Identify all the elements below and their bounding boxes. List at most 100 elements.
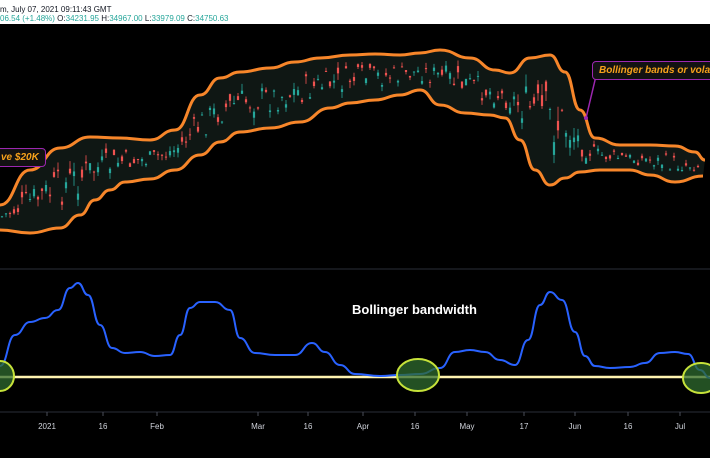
candle-body [209,108,211,110]
candle-body [517,102,519,105]
candle-body [193,117,195,119]
candle-body [433,68,435,71]
candle-body [413,71,415,72]
candle-body [137,159,139,160]
candle-body [257,107,259,108]
candle-body [205,134,207,135]
candle-body [65,182,67,188]
candle-body [373,66,375,68]
candle-body [501,91,503,94]
candle-body [465,79,467,85]
candle-body [309,97,311,99]
candle-body [649,160,651,161]
candle-body [621,153,623,155]
candle-body [325,71,327,72]
x-tick-label: Jun [569,422,582,431]
candle-body [157,154,159,155]
candle-body [289,95,291,97]
candle-body [53,172,55,177]
x-tick-label: 16 [624,422,633,431]
candle-body [13,209,15,213]
candle-body [641,156,643,158]
candle-body [673,156,675,158]
candle-body [585,158,587,164]
candle-body [545,82,547,92]
candle-body [661,165,663,168]
candle-body [421,81,423,84]
candle-body [341,89,343,92]
candle-body [645,159,647,162]
x-tick-label: 16 [99,422,108,431]
ohlc-close-value: 34750.63 [195,14,228,23]
candle-body [569,140,571,148]
candle-body [25,192,27,193]
candle-body [657,158,659,161]
ohlc-low-value: 33979.09 [152,14,185,23]
candle-body [429,82,431,83]
candle-body [617,158,619,159]
candle-body [269,110,271,112]
candle-body [333,81,335,83]
candle-body [153,150,155,152]
candle-body [73,171,75,176]
annotation-pointer-dot [584,116,588,120]
candle-body [249,107,251,108]
candle-body [537,84,539,93]
candle-body [165,157,167,158]
candle-body [213,108,215,114]
candle-body [493,103,495,107]
ohlc-high-value: 34967.00 [109,14,142,23]
x-tick-label: 16 [411,422,420,431]
candle-body [169,151,171,155]
candle-body [681,170,683,171]
candle-body [477,76,479,77]
candle-body [145,164,147,165]
candle-body [21,192,23,197]
candle-body [589,154,591,156]
candle-body [513,96,515,99]
candle-body [237,96,239,100]
candle-body [89,163,91,170]
candle-body [129,163,131,167]
candle-body [609,155,611,158]
annotation-right[interactable]: Bollinger bands or vola [592,61,710,80]
candle-body [449,73,451,79]
candle-body [561,110,563,111]
candle-body [217,117,219,122]
annotation-left[interactable]: ve $20K [0,148,46,167]
candle-body [669,169,671,170]
candle-body [401,66,403,67]
candle-body [117,163,119,167]
candle-body [529,106,531,107]
x-tick-label: May [459,422,474,431]
x-tick-label: Jul [675,422,685,431]
candle-body [109,169,111,173]
candle-body [365,78,367,83]
candle-body [461,81,463,87]
candle-body [425,68,427,69]
candle-body [293,89,295,95]
candle-body [633,161,635,163]
candle-body [265,90,267,92]
squeeze-highlight-3 [683,363,710,393]
candle-body [473,80,475,81]
candle-body [441,70,443,75]
header-bar: m, July 07, 2021 09:11:43 GMT 06.54 (+1.… [0,0,710,24]
candle-body [637,163,639,166]
candle-body [469,78,471,79]
annotation-pointer-right [586,76,596,118]
candle-body [553,142,555,155]
candle-body [397,81,399,83]
candle-body [57,170,59,172]
candle-body [121,156,123,161]
candle-body [601,155,603,156]
candle-body [689,168,691,169]
x-tick-label: 2021 [38,422,56,431]
candle-body [221,122,223,123]
candle-body [245,99,247,102]
candle-body [453,84,455,85]
candle-body [181,137,183,141]
candle-body [361,65,363,68]
candle-body [297,90,299,95]
candle-body [133,159,135,163]
